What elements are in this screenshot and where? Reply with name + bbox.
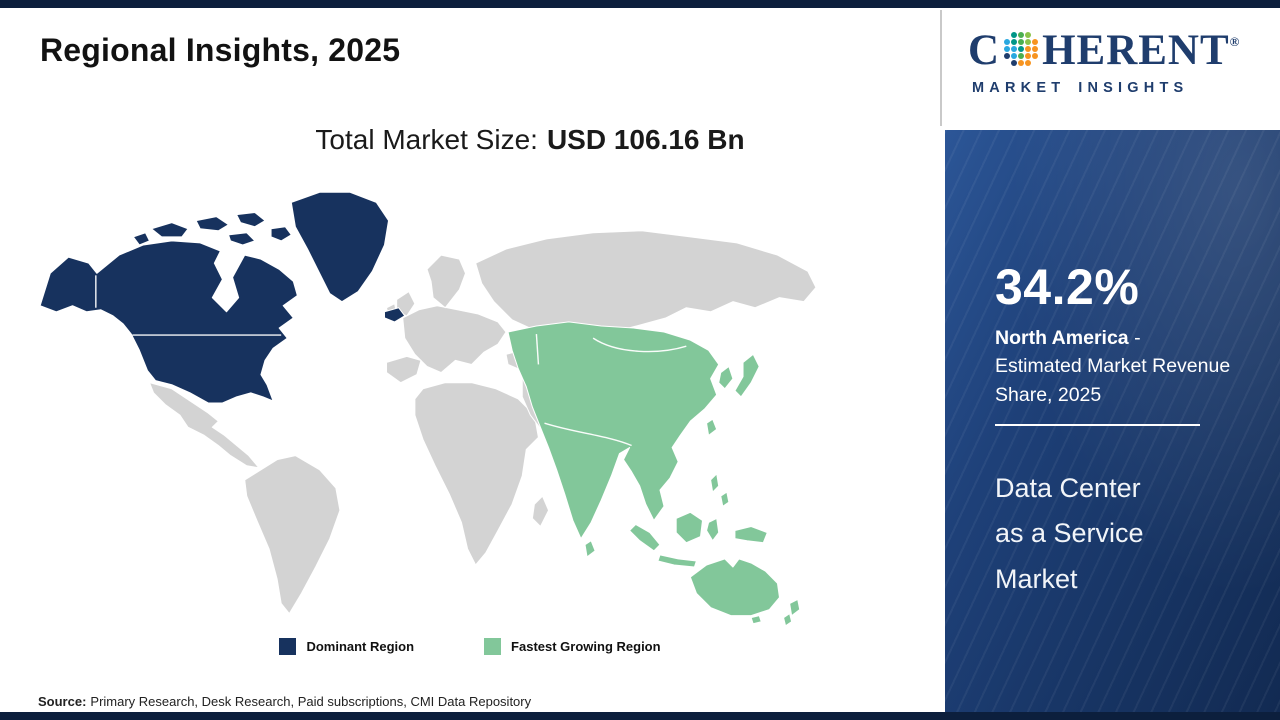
share-description-text: - Estimated Market Revenue Share, 2025 (995, 327, 1231, 406)
region-africa (414, 382, 539, 566)
brand-logo-area: C HERENT® MARKET INSIGHTS (942, 8, 1280, 130)
legend: Dominant Region Fastest Growing Region (0, 638, 940, 655)
region-taiwan (706, 418, 718, 436)
region-java (657, 554, 697, 568)
logo-text-post: HERENT (1042, 27, 1230, 74)
sidebar-divider-line (995, 424, 1200, 426)
logo-wordmark: C HERENT® (968, 26, 1239, 75)
arctic-island (132, 232, 151, 246)
region-south-america (244, 455, 341, 615)
world-map (30, 184, 820, 630)
arctic-island (236, 212, 266, 228)
world-map-svg (39, 191, 817, 627)
growing-region-asia-pacific (507, 321, 801, 627)
bottom-border-bar (0, 712, 1280, 720)
region-name: North America (995, 327, 1129, 349)
registered-mark: ® (1229, 34, 1240, 49)
region-new-zealand (789, 598, 801, 617)
legend-item-growing: Fastest Growing Region (484, 638, 661, 655)
region-russia-north-asia (475, 230, 817, 337)
market-name: Data Center as a Service Market (995, 473, 1144, 594)
region-korea (718, 365, 734, 390)
region-asia-main (507, 321, 720, 540)
revenue-share-value: 34.2% (995, 259, 1140, 315)
region-sumatra (629, 523, 661, 552)
border-himalaya (544, 422, 632, 447)
region-sulawesi (706, 517, 720, 542)
arctic-island (195, 216, 230, 232)
arctic-island (151, 222, 189, 238)
growing-region-label: Fastest Growing Region (511, 639, 661, 654)
arctic-island (228, 232, 256, 246)
logo-subtitle: MARKET INSIGHTS (972, 80, 1189, 96)
logo-text-pre: C (968, 27, 1001, 74)
region-madagascar (531, 495, 550, 528)
region-philippines (720, 491, 730, 507)
revenue-share-description: North America - Estimated Market Revenue… (995, 324, 1231, 409)
region-north-america-mainland (39, 240, 298, 404)
growing-region-swatch (484, 638, 502, 655)
dominant-region-north-america (39, 191, 406, 404)
dominant-region-swatch (279, 638, 297, 655)
country-borders (95, 275, 687, 447)
region-new-zealand (783, 613, 793, 627)
page-title: Regional Insights, 2025 (40, 32, 401, 68)
infographic-main: Regional Insights, 2025 Total Market Siz… (0, 8, 940, 712)
border-mongolia (592, 337, 687, 353)
coherent-logo: C HERENT® MARKET INSIGHTS (968, 26, 1239, 96)
source-label: Source: (38, 694, 87, 709)
region-iceland (383, 307, 406, 323)
arctic-island (270, 226, 292, 242)
region-mexico-central-america (149, 382, 260, 469)
top-border-bar (0, 0, 1280, 8)
dominant-region-label: Dominant Region (306, 639, 415, 654)
region-australia (689, 558, 780, 617)
region-new-guinea (734, 526, 768, 544)
region-philippines (710, 473, 720, 493)
region-sri-lanka (584, 540, 596, 558)
region-tasmania (750, 615, 762, 625)
right-sidebar: 34.2% North America - Estimated Market R… (945, 130, 1280, 712)
border-central-asia (535, 334, 540, 365)
total-market-size: Total Market Size: USD 106.16 Bn (120, 124, 940, 156)
legend-item-dominant: Dominant Region (279, 638, 414, 655)
globe-dots-icon (1004, 32, 1039, 66)
market-size-label: Total Market Size: (315, 124, 538, 155)
region-borneo (675, 511, 704, 544)
region-japan (734, 353, 760, 398)
region-scandinavia (426, 254, 467, 309)
source-text: Primary Research, Desk Research, Paid su… (90, 694, 532, 709)
logo-divider-line (940, 10, 942, 126)
source-line: Source: Primary Research, Desk Research, … (38, 694, 531, 709)
region-greenland (290, 191, 390, 303)
region-iberia (386, 355, 422, 384)
market-size-value: USD 106.16 Bn (546, 124, 745, 155)
